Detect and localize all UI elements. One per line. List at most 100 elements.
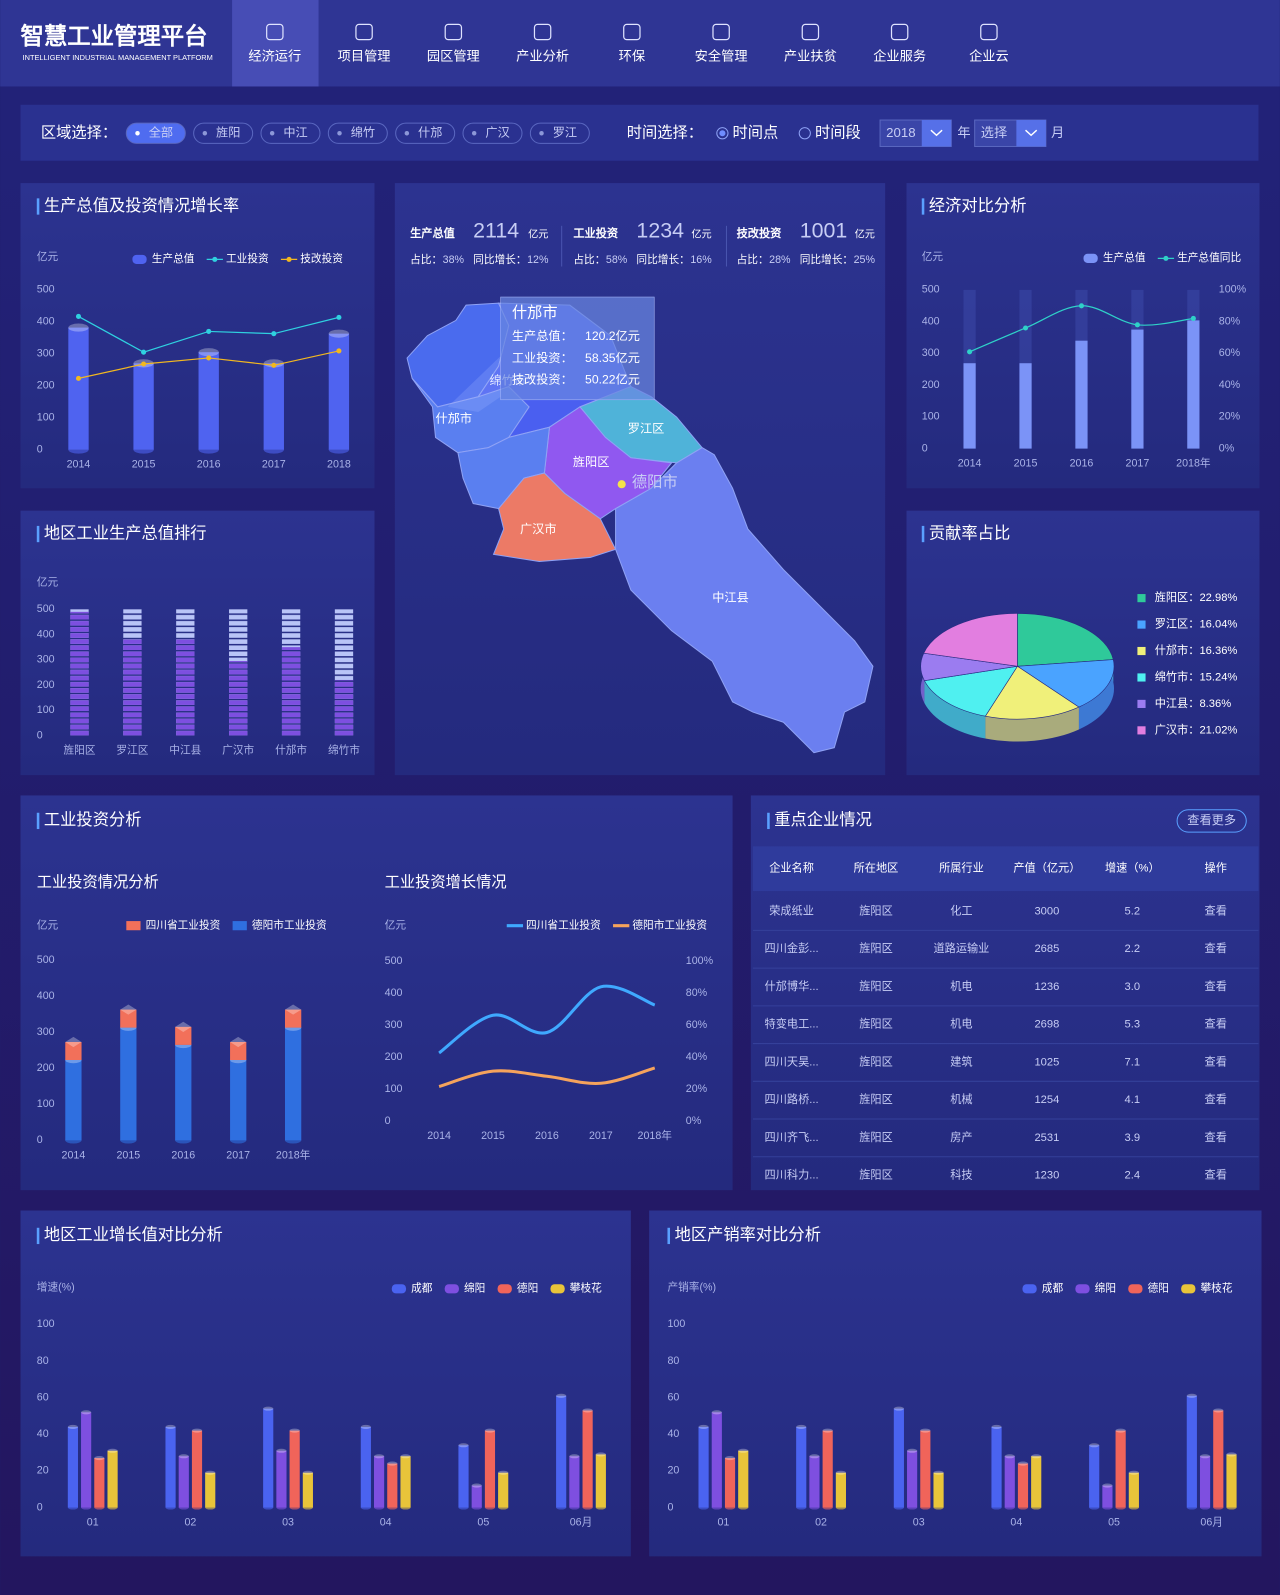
row-action[interactable]: 查看 xyxy=(1205,903,1227,917)
nav-label[interactable]: 园区管理 xyxy=(427,48,480,63)
bar-cap xyxy=(458,1443,469,1448)
nav-label[interactable]: 环保 xyxy=(619,48,645,63)
row-action[interactable]: 查看 xyxy=(1205,1168,1227,1182)
title-accent xyxy=(921,198,925,215)
region-pill[interactable]: 绵竹 xyxy=(327,122,388,144)
bar-cap xyxy=(94,1456,105,1461)
select-value[interactable]: 2018 xyxy=(886,125,915,140)
x-tick-label: 2015 xyxy=(1014,458,1038,470)
x-tick-label: 绵竹市 xyxy=(328,744,360,757)
nav-item[interactable]: 企业云 xyxy=(969,23,1009,63)
pill-label[interactable]: 全部 xyxy=(149,124,173,139)
nav-label[interactable]: 企业服务 xyxy=(873,47,926,63)
nav-label[interactable]: 企业云 xyxy=(969,47,1009,63)
tick-label: 100 xyxy=(922,411,940,423)
legend-marker xyxy=(391,1284,407,1294)
nav-item[interactable]: 企业服务 xyxy=(873,23,926,63)
select[interactable]: 选择 xyxy=(974,119,1047,147)
tick-label: 100 xyxy=(385,1083,403,1095)
tooltip-value: 120.2亿元 xyxy=(585,328,640,343)
column-header: 产值（亿元） xyxy=(1013,861,1080,875)
nav-icon xyxy=(266,23,284,41)
bar xyxy=(289,1430,300,1508)
tick-label: 100 xyxy=(37,704,55,716)
legend-label: 四川省工业投资 xyxy=(526,918,601,931)
region-pill[interactable]: 中江 xyxy=(260,122,321,144)
radio-ring xyxy=(798,127,811,140)
row-action[interactable]: 查看 xyxy=(1205,941,1227,955)
nav-item[interactable]: 项目管理 xyxy=(338,23,391,63)
nav-icon xyxy=(890,23,909,41)
cell: 荣成纸业 xyxy=(769,904,814,917)
bar xyxy=(387,1463,398,1508)
radio-dot xyxy=(719,130,726,137)
nav-label[interactable]: 经济运行 xyxy=(248,48,301,63)
radio-label[interactable]: 时间段 xyxy=(815,124,861,141)
stat-name: 生产总值 xyxy=(410,226,455,240)
tick-label: 500 xyxy=(385,955,403,967)
row-action[interactable]: 查看 xyxy=(1205,1054,1227,1068)
row-action[interactable]: 查看 xyxy=(1205,1092,1227,1106)
region-pill[interactable]: 罗江 xyxy=(529,122,590,144)
legend-marker xyxy=(132,254,147,264)
nav-item[interactable]: 安全管理 xyxy=(695,23,748,63)
pill-label[interactable]: 什邡 xyxy=(418,124,442,139)
pill-label[interactable]: 罗江 xyxy=(553,125,577,139)
region-pill[interactable]: 全部 xyxy=(125,122,186,144)
nav-item[interactable]: 园区管理 xyxy=(427,23,480,63)
row-action[interactable]: 查看 xyxy=(1205,1017,1227,1031)
region-pill[interactable]: 广汉 xyxy=(462,122,523,144)
nav-item[interactable]: 经济运行 xyxy=(248,23,301,63)
x-tick-label: 2017 xyxy=(1126,458,1150,470)
legend-label: 生产总值 xyxy=(152,252,195,265)
map-region xyxy=(615,446,874,754)
region-pill[interactable]: 旌阳 xyxy=(193,122,254,144)
tick-label: 500 xyxy=(37,284,55,296)
axis-label: 亿元 xyxy=(922,250,944,263)
pill-label[interactable]: 绵竹 xyxy=(351,125,375,139)
select-value[interactable]: 选择 xyxy=(981,125,1007,140)
axis-label: 亿元 xyxy=(37,250,59,263)
nav-item[interactable]: 产业分析 xyxy=(516,23,569,63)
region-pill[interactable]: 什邡 xyxy=(395,122,456,144)
radio-label[interactable]: 时间点 xyxy=(733,124,779,141)
bar-cap xyxy=(1017,1461,1029,1466)
bar xyxy=(1213,1410,1224,1508)
bar xyxy=(835,1472,846,1508)
row-action[interactable]: 查看 xyxy=(1205,979,1227,993)
cell: 四川金彭... xyxy=(765,941,819,955)
tick-label: 200 xyxy=(922,379,940,391)
select[interactable]: 2018 xyxy=(879,119,952,147)
nav-item[interactable]: 环保 xyxy=(619,23,645,63)
cell: 四川科力... xyxy=(765,1168,819,1182)
radio[interactable]: 时间段 xyxy=(798,124,861,141)
button-label[interactable]: 查看更多 xyxy=(1187,813,1236,827)
x-tick-label: 2014 xyxy=(427,1130,451,1142)
tick-label: 400 xyxy=(37,316,55,328)
cell: 四川路桥... xyxy=(765,1092,819,1106)
radio[interactable]: 时间点 xyxy=(716,124,779,141)
pill-label[interactable]: 旌阳 xyxy=(216,125,240,139)
region-label: 广汉市 xyxy=(520,521,557,536)
nav-label[interactable]: 产业分析 xyxy=(516,48,569,63)
column-header: 增速（%） xyxy=(1105,861,1160,875)
pill-label[interactable]: 广汉 xyxy=(485,125,509,139)
cell: 2.2 xyxy=(1125,943,1141,955)
city-label: 德阳市 xyxy=(632,473,678,491)
row-action[interactable]: 查看 xyxy=(1205,1130,1227,1144)
pill-dot xyxy=(269,131,275,136)
bar xyxy=(205,1472,216,1508)
section-title: 工业投资分析 xyxy=(44,811,142,829)
stat-name: 技改投资 xyxy=(737,226,783,240)
tick-label: 400 xyxy=(385,987,403,999)
cell: 1230 xyxy=(1034,1170,1059,1182)
pill-label[interactable]: 中江 xyxy=(283,124,307,139)
nav-label[interactable]: 安全管理 xyxy=(695,47,748,63)
nav-label[interactable]: 产业扶贫 xyxy=(784,48,837,63)
stat-value: 2114 xyxy=(473,219,519,243)
nav-item[interactable]: 产业扶贫 xyxy=(784,23,837,63)
tick-label: 0% xyxy=(686,1115,702,1127)
bar-cap xyxy=(107,1448,118,1453)
nav-label[interactable]: 项目管理 xyxy=(338,48,391,63)
more-button[interactable]: 查看更多 xyxy=(1176,809,1247,833)
